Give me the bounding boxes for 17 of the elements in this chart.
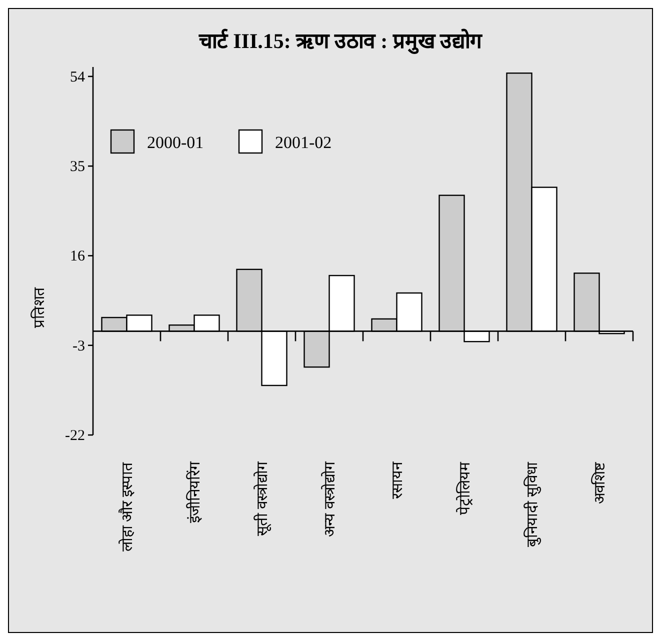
xtick: बुनियादी सुविधा <box>524 462 541 547</box>
xtick: अन्य वस्त्रोद्योग <box>322 462 338 537</box>
xtick: अवशिष्ट <box>592 462 608 504</box>
xtick: रसायन <box>390 462 406 499</box>
xtick: इंजीनियरिंग <box>187 462 204 523</box>
xtick: लोहा और इस्पात <box>120 462 136 552</box>
xtick: सूती वस्त्रोद्योग <box>254 462 271 536</box>
legend-label: 2001-02 <box>275 133 332 152</box>
ytick: -3 <box>72 338 85 354</box>
title: चार्ट III.15: ऋण उठाव : प्रमुख उद्योग <box>198 29 482 53</box>
legend-label: 2000-01 <box>147 133 204 152</box>
ytick: 16 <box>70 248 85 265</box>
ytick: 35 <box>70 159 85 176</box>
ylabel: प्रतिशत <box>32 287 48 328</box>
xtick: पेट्रोलियम <box>457 462 474 515</box>
ytick: -22 <box>65 428 85 444</box>
ytick: 54 <box>70 69 85 86</box>
